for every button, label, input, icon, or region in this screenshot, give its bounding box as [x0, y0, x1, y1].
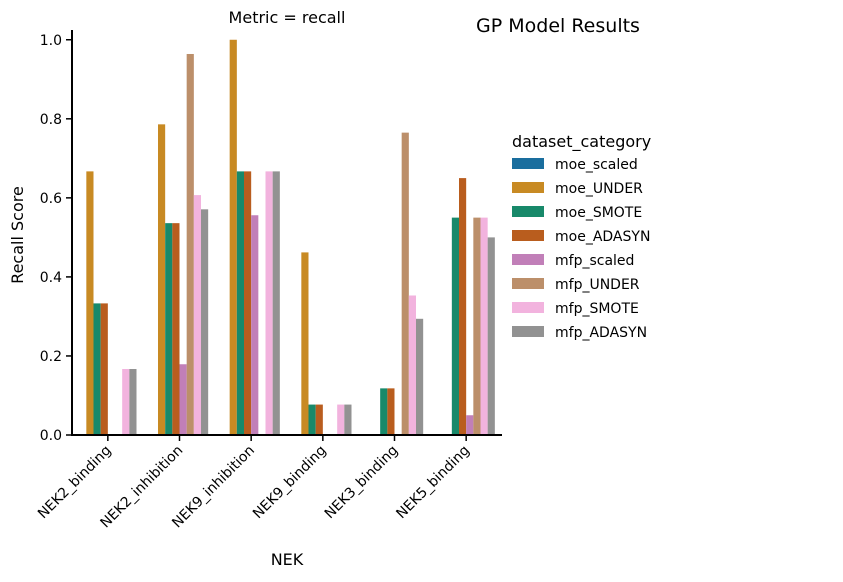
bar-mfp_SMOTE-NEK5_binding [480, 217, 488, 435]
bar-mfp_scaled-NEK2_inhibition [179, 364, 187, 435]
bar-moe_UNDER-NEK9_binding [301, 252, 309, 435]
legend-title: dataset_category [512, 132, 651, 152]
bar-mfp_SMOTE-NEK9_binding [337, 404, 345, 435]
bar-moe_UNDER-NEK2_inhibition [158, 124, 166, 435]
bar-mfp_SMOTE-NEK3_binding [408, 295, 416, 435]
y-tick-label: 0.8 [40, 112, 62, 128]
bar-mfp_UNDER-NEK2_inhibition [186, 53, 194, 436]
chart-title: Metric = recall [229, 8, 346, 27]
y-tick-label: 0.0 [40, 428, 62, 444]
legend-label-mfp_scaled: mfp_scaled [555, 253, 634, 269]
bar-mfp_ADASYN-NEK2_inhibition [201, 209, 209, 435]
bar-moe_UNDER-NEK9_inhibition [229, 39, 237, 435]
legend-swatch-moe_UNDER [512, 182, 544, 193]
x-tick-label: NEK9_binding [250, 443, 330, 523]
legend: moe_scaled moe_UNDER moe_SMOTE moe_ADASYNmf… [512, 157, 650, 341]
legend-swatch-mfp_ADASYN [512, 326, 544, 337]
legend-swatch-moe_ADASYN [512, 230, 544, 241]
legend-swatch-moe_scaled [512, 158, 544, 169]
bar-mfp_ADASYN-NEK9_binding [344, 404, 352, 435]
bar-mfp_scaled-NEK5_binding [466, 415, 474, 435]
bar-moe_SMOTE-NEK9_inhibition [236, 171, 244, 435]
bar-mfp_ADASYN-NEK5_binding [487, 237, 495, 435]
legend-label-mfp_UNDER: mfp_UNDER [555, 277, 640, 293]
y-tick-label: 0.2 [40, 349, 62, 365]
y-tick-label: 0.6 [40, 191, 62, 207]
bar-mfp_UNDER-NEK3_binding [401, 132, 409, 435]
bar-mfp_scaled-NEK9_inhibition [251, 215, 259, 435]
y-tick-label: 1.0 [40, 33, 62, 49]
x-axis-label: NEK [271, 550, 304, 569]
bar-mfp_SMOTE-NEK2_inhibition [193, 195, 201, 435]
plot-area: 0.00.20.40.60.81.0NEK2_bindingNEK2_inhib… [35, 30, 502, 531]
bar-mfp_ADASYN-NEK9_inhibition [272, 171, 280, 435]
x-tick-label: NEK5_binding [393, 443, 473, 523]
legend-swatch-mfp_UNDER [512, 278, 544, 289]
bar-mfp_ADASYN-NEK2_binding [129, 369, 137, 435]
bar-moe_UNDER-NEK2_binding [86, 171, 94, 435]
bar-moe_ADASYN-NEK3_binding [387, 388, 395, 435]
bar-moe_ADASYN-NEK9_binding [315, 404, 323, 435]
bar-mfp_UNDER-NEK5_binding [473, 217, 481, 435]
bar-moe_SMOTE-NEK2_inhibition [165, 223, 173, 435]
legend-label-mfp_SMOTE: mfp_SMOTE [555, 301, 639, 317]
x-tick-label: NEK3_binding [322, 443, 402, 523]
legend-swatch-mfp_SMOTE [512, 302, 544, 313]
bar-moe_SMOTE-NEK2_binding [93, 303, 101, 435]
bar-mfp_SMOTE-NEK9_inhibition [265, 171, 273, 435]
legend-label-moe_ADASYN: moe_ADASYN [555, 229, 650, 245]
legend-swatch-mfp_scaled [512, 254, 544, 265]
bar-moe_ADASYN-NEK5_binding [459, 178, 467, 435]
legend-label-moe_UNDER: moe_UNDER [555, 181, 643, 197]
bar-moe_SMOTE-NEK5_binding [451, 217, 459, 435]
bar-mfp_SMOTE-NEK2_binding [122, 369, 130, 435]
y-axis-label: Recall Score [8, 186, 27, 284]
x-tick-label: NEK2_binding [35, 443, 115, 523]
bar-moe_ADASYN-NEK9_inhibition [244, 171, 252, 435]
legend-label-mfp_ADASYN: mfp_ADASYN [555, 325, 647, 341]
legend-label-moe_scaled: moe_scaled [555, 157, 638, 173]
bar-moe_ADASYN-NEK2_binding [100, 303, 108, 435]
y-tick-label: 0.4 [40, 270, 62, 286]
legend-label-moe_SMOTE: moe_SMOTE [555, 205, 642, 221]
bar-moe_ADASYN-NEK2_inhibition [172, 223, 180, 435]
bar-mfp_ADASYN-NEK3_binding [416, 318, 424, 435]
figure-suptitle: GP Model Results [476, 15, 640, 37]
bar-moe_SMOTE-NEK9_binding [308, 404, 316, 435]
legend-swatch-moe_SMOTE [512, 206, 544, 217]
bar-moe_SMOTE-NEK3_binding [380, 388, 388, 435]
